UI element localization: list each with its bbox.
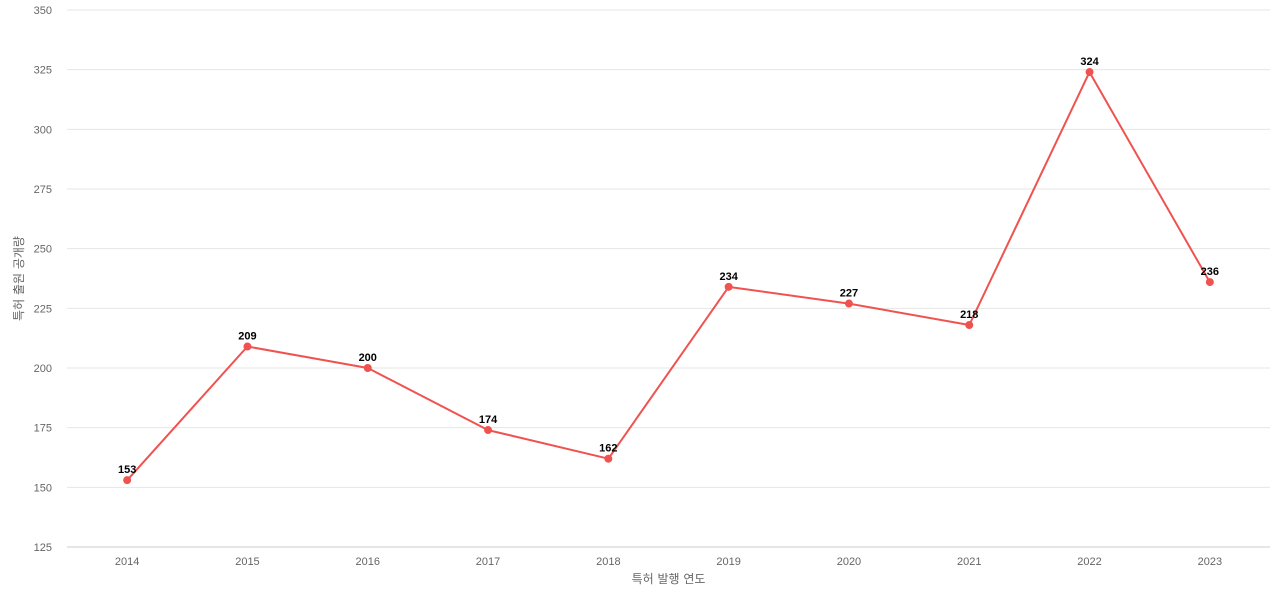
data-point[interactable] [484,426,493,435]
y-tick-label: 325 [34,65,52,77]
data-point[interactable] [724,282,733,291]
y-tick-label: 200 [34,363,52,375]
y-tick-label: 225 [34,303,52,315]
data-label: 227 [840,288,858,300]
data-point[interactable] [243,342,252,351]
y-tick-label: 350 [34,5,52,17]
data-label: 174 [479,414,498,426]
series-layer [126,71,1211,481]
x-tick-label: 2020 [837,556,861,568]
x-tick-label: 2021 [957,556,981,568]
y-tick-label: 150 [34,482,52,494]
x-tick-label: 2016 [356,556,380,568]
x-tick-label: 2019 [716,556,740,568]
data-label: 236 [1201,266,1219,278]
series-line [126,71,1211,481]
gridlines [67,9,1270,488]
data-points [123,68,1214,485]
x-tick-label: 2014 [115,556,139,568]
data-point[interactable] [123,476,132,485]
data-label: 162 [599,443,617,455]
data-point[interactable] [965,321,974,330]
y-tick-label: 300 [34,124,52,136]
data-point[interactable] [1205,278,1214,287]
data-point[interactable] [363,364,372,372]
x-axis-title: 특허 발행 연도 [632,571,706,586]
data-label: 209 [238,331,256,343]
x-axis-ticks: 2014 2015 2016 2017 2018 2019 2020 2021 2022 2023 [115,556,1222,568]
data-point[interactable] [604,454,613,463]
data-label: 234 [719,271,738,283]
data-labels: 153 209 200 174 162 234 227 218 324 236 [118,56,1219,476]
data-point[interactable] [844,299,853,308]
x-tick-label: 2018 [596,556,620,568]
x-tick-label: 2017 [476,556,500,568]
y-tick-label: 175 [34,423,52,435]
y-tick-label: 275 [34,184,52,196]
data-label: 153 [118,464,136,476]
y-tick-label: 250 [34,244,52,256]
x-tick-label: 2022 [1077,556,1101,568]
data-label: 218 [960,309,978,321]
data-point[interactable] [1085,68,1094,77]
x-tick-label: 2023 [1198,556,1222,568]
data-label: 324 [1080,56,1099,68]
data-label: 200 [359,352,377,364]
x-tick-label: 2015 [235,556,259,568]
y-axis-ticks: 125 150 175 200 225 250 275 300 325 350 [34,5,52,554]
y-axis-title: 특허 출원 공개량 [12,236,26,321]
y-tick-label: 125 [34,542,52,554]
